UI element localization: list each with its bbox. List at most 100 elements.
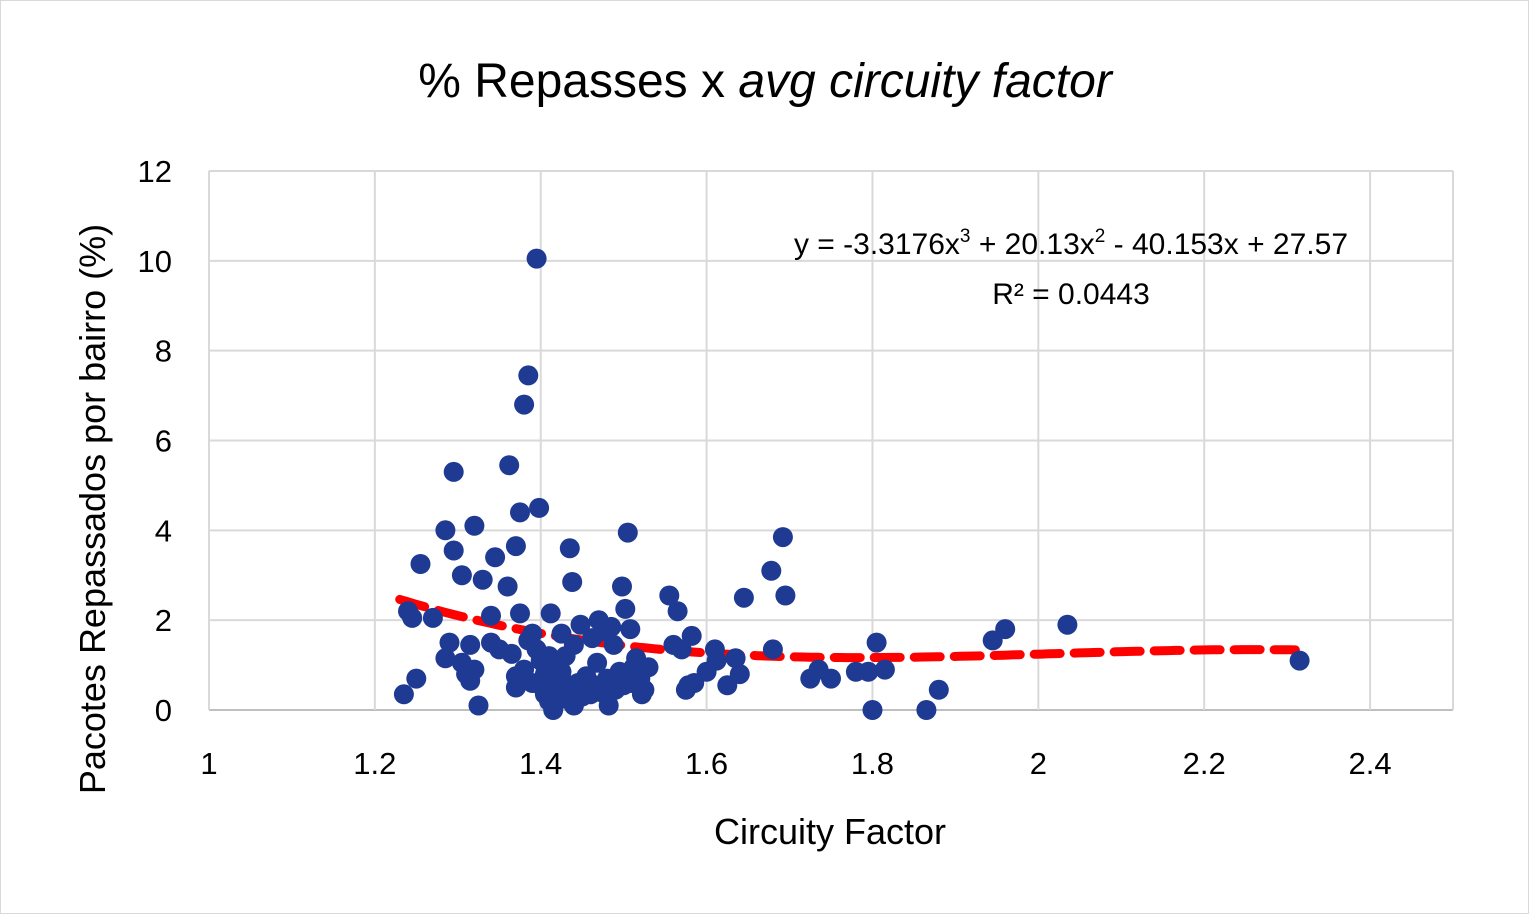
data-point — [706, 650, 727, 671]
data-point — [443, 540, 464, 561]
data-point — [775, 585, 796, 606]
data-point — [638, 657, 659, 678]
data-point — [762, 639, 783, 660]
data-point — [858, 661, 879, 682]
data-point — [472, 569, 493, 590]
x-tick-label: 1.4 — [519, 746, 562, 781]
data-point — [562, 572, 583, 592]
data-point — [995, 619, 1016, 640]
equation-suffix: - 40.153x + 27.57 — [1105, 228, 1348, 261]
data-point — [598, 695, 619, 716]
x-axis-title: Circuity Factor — [714, 811, 946, 852]
data-point — [587, 652, 608, 673]
data-point — [1289, 650, 1310, 671]
data-point — [435, 648, 456, 669]
data-point — [393, 684, 414, 705]
y-tick-label: 4 — [155, 513, 172, 548]
chart-title: % Repasses x avg circuity factor — [418, 55, 1114, 108]
data-point — [410, 554, 431, 574]
y-tick-label: 10 — [138, 244, 172, 279]
chart-title-main: % Repasses x — [418, 55, 738, 108]
data-point — [526, 248, 547, 269]
data-point — [681, 625, 702, 646]
data-point — [620, 619, 641, 640]
data-point — [529, 497, 550, 518]
data-point — [422, 607, 443, 628]
equation-sup-3: 3 — [960, 226, 971, 247]
data-point — [559, 538, 580, 559]
y-tick-label: 2 — [155, 603, 172, 638]
data-point — [439, 632, 460, 653]
x-tick-label: 1.6 — [685, 746, 728, 781]
data-point — [612, 576, 632, 597]
equation-sup-2: 2 — [1095, 226, 1106, 247]
equation-mid: + 20.13x — [970, 228, 1094, 261]
data-point — [435, 520, 456, 541]
chart-title-italic: avg circuity factor — [738, 55, 1113, 108]
data-point — [510, 502, 530, 523]
data-point — [518, 365, 539, 386]
data-point — [501, 643, 522, 664]
data-point — [485, 547, 506, 568]
x-tick-label: 2.2 — [1183, 746, 1226, 781]
y-tick-label: 8 — [155, 334, 172, 369]
data-point — [514, 394, 535, 415]
x-tick-label: 1.2 — [353, 746, 396, 781]
gridlines — [208, 170, 1454, 711]
data-point — [522, 623, 543, 644]
data-point — [402, 607, 423, 628]
equation-prefix: y = -3.3176x — [794, 228, 960, 261]
data-point — [862, 700, 883, 720]
y-tick-label: 6 — [155, 424, 172, 459]
r-squared-label: R² = 0.0443 — [992, 278, 1150, 311]
data-point — [772, 527, 793, 548]
data-point — [733, 587, 754, 608]
data-point — [497, 576, 518, 597]
data-point — [603, 634, 624, 655]
data-point — [464, 659, 485, 680]
data-point — [510, 603, 530, 624]
data-point — [821, 668, 841, 689]
data-points — [393, 248, 1310, 720]
data-point — [460, 634, 481, 655]
data-point — [1057, 614, 1078, 635]
data-point — [729, 664, 750, 685]
data-point — [563, 634, 584, 655]
data-point — [406, 668, 427, 689]
data-point — [481, 605, 501, 626]
data-point — [659, 585, 680, 606]
data-point — [761, 560, 782, 581]
data-point — [916, 700, 937, 720]
data-point — [451, 565, 472, 586]
y-tick-label: 12 — [138, 154, 172, 189]
data-point — [443, 461, 464, 482]
tick-labels: 0 2 4 6 8 10 12 1 1.2 1.4 1.6 1.8 2 2.2 2.4 — [138, 154, 1392, 781]
x-tick-label: 1 — [200, 746, 217, 781]
data-point — [866, 632, 887, 653]
data-point — [464, 515, 485, 536]
data-point — [928, 679, 949, 700]
data-point — [667, 601, 688, 622]
y-axis-title: Pacotes Repassados por bairro (%) — [72, 224, 113, 794]
data-point — [505, 677, 526, 698]
data-point — [634, 679, 655, 700]
data-point — [725, 648, 746, 669]
data-point — [540, 603, 561, 624]
x-tick-label: 2.4 — [1349, 746, 1392, 781]
trendline-layer — [395, 594, 1300, 663]
data-point — [570, 614, 591, 635]
trendline — [395, 594, 1300, 663]
data-point — [601, 616, 622, 637]
x-tick-label: 2 — [1030, 746, 1047, 781]
x-tick-label: 1.8 — [851, 746, 894, 781]
data-point — [617, 522, 638, 543]
trendline-equation: y = -3.3176x3 + 20.13x2 - 40.153x + 27.5… — [794, 226, 1348, 261]
data-point — [499, 455, 520, 476]
data-point — [468, 695, 489, 716]
data-point — [505, 536, 526, 557]
data-point — [874, 659, 895, 680]
data-point — [615, 598, 636, 619]
y-tick-label: 0 — [155, 693, 172, 728]
